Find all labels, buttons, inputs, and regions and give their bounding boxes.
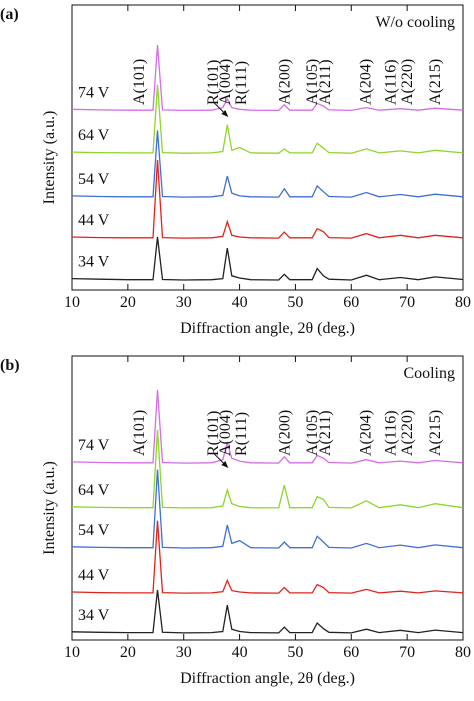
x-tick-label: 30: [176, 644, 192, 661]
series-label: 44 V: [78, 567, 110, 584]
spectrum-line: [71, 429, 464, 509]
peak-annotation: A(215): [427, 59, 444, 105]
series-label: 64 V: [78, 482, 110, 499]
panel-label: (a): [0, 6, 19, 23]
x-tick-label: 80: [455, 294, 471, 311]
peak-annotation: A(215): [427, 410, 444, 456]
plot-frame: [71, 355, 464, 641]
panel-title: Cooling: [403, 365, 455, 382]
x-tick-label: 40: [232, 294, 248, 311]
series-label: 44 V: [78, 212, 110, 229]
x-tick-label: 70: [399, 644, 415, 661]
peak-annotation: A(200): [276, 410, 293, 456]
panel-title: W/o cooling: [375, 14, 455, 31]
x-tick-label: 60: [343, 294, 359, 311]
peak-annotation: A(211): [317, 410, 334, 456]
peak-annotation: A(101): [131, 410, 148, 456]
peak-annotation: A(204): [357, 410, 374, 456]
x-tick-label: 10: [64, 294, 80, 311]
peak-annotation: A(101): [131, 59, 148, 105]
peak-annotation: A(004): [217, 59, 234, 105]
x-tick-label: 50: [287, 294, 303, 311]
spectrum-line: [71, 390, 464, 464]
peak-annotation: A(105): [304, 410, 321, 456]
peak-annotation: A(105): [304, 59, 321, 105]
x-tick-label: 20: [120, 644, 136, 661]
peak-annotation: A(116): [382, 410, 399, 456]
series-label: 64 V: [78, 127, 110, 144]
peak-annotation: R(101): [205, 60, 222, 105]
spectrum-line: [71, 469, 464, 549]
series-label: 74 V: [78, 437, 110, 454]
x-tick-label: 10: [64, 644, 80, 661]
y-axis-label: Intensity (a.u.): [41, 111, 58, 205]
x-tick-label: 60: [343, 644, 359, 661]
spectrum-line: [71, 44, 464, 112]
x-axis-label: Diffraction angle, 2θ (deg.): [180, 670, 355, 687]
peak-annotation: A(211): [317, 59, 334, 105]
series-label: 74 V: [78, 84, 110, 101]
series-label: 54 V: [78, 522, 110, 539]
peak-annotation: A(204): [357, 59, 374, 105]
peak-annotation: A(220): [399, 410, 416, 456]
plot-frame: [71, 4, 464, 291]
x-tick-label: 40: [232, 644, 248, 661]
peak-annotation: R(101): [205, 411, 222, 456]
peak-annotation: R(111): [233, 412, 250, 456]
x-tick-label: 30: [176, 294, 192, 311]
peak-annotation: A(200): [276, 59, 293, 105]
x-tick-label: 50: [287, 644, 303, 661]
y-axis-label: Intensity (a.u.): [41, 461, 58, 555]
peak-annotation: A(220): [399, 59, 416, 105]
spectrum-line: [71, 84, 464, 154]
x-tick-label: 20: [120, 294, 136, 311]
x-tick-label: 80: [455, 644, 471, 661]
series-label: 34 V: [78, 607, 110, 624]
spectrum-line: [71, 520, 464, 594]
spectrum-line: [71, 589, 464, 634]
series-label: 34 V: [78, 254, 110, 271]
spectrum-line: [71, 130, 464, 198]
spectrum-line: [71, 236, 464, 281]
x-tick-label: 70: [399, 294, 415, 311]
x-axis-label: Diffraction angle, 2θ (deg.): [180, 320, 355, 337]
annotation-arrowhead: [221, 461, 229, 468]
peak-annotation: A(004): [217, 410, 234, 456]
panel-label: (b): [0, 357, 20, 374]
peak-annotation: A(116): [382, 59, 399, 105]
series-label: 54 V: [78, 171, 110, 188]
annotation-arrowhead: [221, 110, 229, 117]
spectrum-line: [71, 159, 464, 239]
peak-annotation: R(111): [233, 61, 250, 105]
